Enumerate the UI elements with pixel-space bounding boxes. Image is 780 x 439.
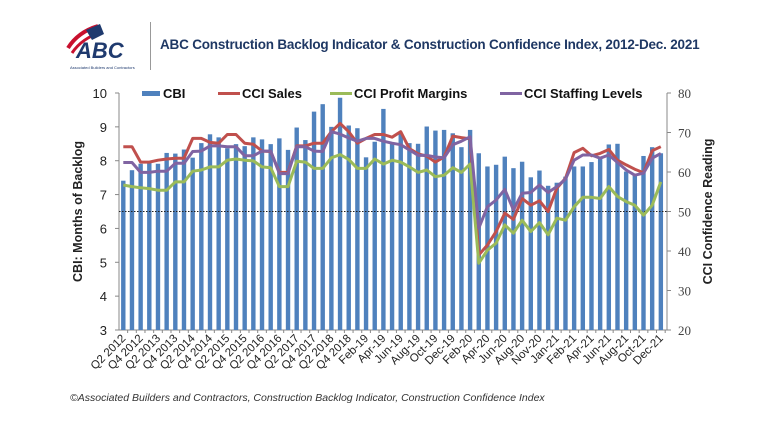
cbi-bar bbox=[129, 170, 135, 330]
cbi-bar bbox=[294, 127, 299, 330]
page-title: ABC Construction Backlog Indicator & Con… bbox=[160, 37, 700, 52]
logo-text: ABC bbox=[75, 38, 125, 63]
logo-subtext: Associated Builders and Contractors bbox=[70, 65, 135, 70]
cbi-bar bbox=[450, 133, 455, 330]
cbi-bar bbox=[580, 166, 586, 330]
cci-sales-line bbox=[123, 121, 662, 257]
left-tick-label: 4 bbox=[100, 289, 107, 304]
abc-logo: ABC Associated Builders and Contractors bbox=[66, 24, 135, 70]
cbi-bar bbox=[649, 147, 655, 330]
left-tick-label: 5 bbox=[100, 255, 107, 270]
cci-profit-margins-line bbox=[123, 153, 663, 265]
cbi-bar bbox=[363, 157, 369, 330]
cbi-bar bbox=[303, 140, 308, 330]
left-tick-label: 10 bbox=[93, 86, 107, 101]
cbi-bar bbox=[502, 156, 507, 330]
cbi-bar bbox=[346, 125, 351, 330]
cci-staffing-levels-line bbox=[123, 130, 662, 230]
cbi-bar bbox=[467, 129, 473, 330]
legend-label: CCI Profit Margins bbox=[354, 86, 467, 101]
cbi-bar bbox=[164, 152, 169, 330]
cbi-bar bbox=[398, 133, 403, 330]
cbi-bar bbox=[589, 162, 594, 330]
cbi-bar bbox=[233, 144, 239, 330]
cbi-bar bbox=[225, 148, 230, 330]
cbi-bar bbox=[415, 143, 421, 330]
cbi-bar bbox=[181, 149, 187, 330]
left-tick-label: 8 bbox=[100, 154, 107, 169]
cbi-bar bbox=[355, 128, 360, 330]
cbi-bar bbox=[337, 97, 343, 331]
cbi-bar bbox=[242, 146, 247, 330]
cbi-bar bbox=[251, 137, 256, 330]
cbi-bar bbox=[381, 108, 386, 330]
right-tick-label: 70 bbox=[678, 126, 691, 141]
cbi-bar bbox=[121, 180, 126, 330]
left-tick-label: 6 bbox=[100, 221, 107, 236]
cbi-bar bbox=[311, 111, 317, 330]
right-tick-label: 30 bbox=[678, 284, 691, 299]
cbi-bar bbox=[658, 153, 664, 330]
cbi-bar bbox=[320, 104, 325, 331]
left-axis-title: CBI: Months of Backlog bbox=[71, 141, 85, 282]
legend-swatch-cbi bbox=[142, 91, 160, 96]
cbi-bar bbox=[407, 143, 412, 330]
cbi-bar bbox=[554, 182, 559, 330]
cbi-bar bbox=[329, 126, 334, 330]
cbi-bar bbox=[545, 185, 551, 330]
left-tick-label: 9 bbox=[100, 120, 107, 135]
cbi-bar bbox=[623, 171, 629, 330]
cbi-bar bbox=[459, 147, 464, 330]
cbi-bar bbox=[615, 143, 620, 330]
cbi-bar bbox=[571, 166, 577, 330]
cbi-bar bbox=[216, 137, 221, 330]
cbi-bar bbox=[173, 153, 178, 330]
left-tick-label: 7 bbox=[100, 188, 107, 203]
right-tick-label: 40 bbox=[678, 244, 691, 259]
right-axis-title: CCI Confidence Reading bbox=[701, 139, 715, 285]
legend-label: CCI Staffing Levels bbox=[524, 86, 642, 101]
cbi-bar bbox=[537, 170, 542, 330]
cbi-bar bbox=[259, 139, 265, 330]
cbi-bar bbox=[441, 129, 447, 330]
cbi-bar bbox=[606, 144, 612, 330]
cbi-bar bbox=[519, 161, 525, 330]
cbi-bar bbox=[424, 126, 429, 330]
right-tick-label: 50 bbox=[678, 205, 691, 220]
cbi-bar bbox=[147, 162, 152, 330]
cbi-bar bbox=[190, 157, 195, 330]
cbi-bar bbox=[597, 157, 603, 330]
cbi-bar bbox=[285, 149, 291, 330]
flag-stripes-icon bbox=[66, 24, 104, 54]
right-tick-label: 20 bbox=[678, 323, 691, 338]
cbi-bar bbox=[433, 130, 438, 330]
cbi-bar bbox=[511, 168, 516, 330]
cbi-bar bbox=[528, 177, 533, 330]
cbi-bar bbox=[372, 141, 377, 330]
cbi-bar bbox=[207, 134, 213, 330]
header-divider bbox=[150, 22, 151, 70]
legend-label: CCI Sales bbox=[242, 86, 302, 101]
cbi-bar bbox=[641, 155, 646, 330]
cbi-bar bbox=[632, 174, 638, 330]
cbi-bar bbox=[199, 143, 204, 330]
cbi-bar bbox=[155, 163, 161, 330]
right-tick-label: 80 bbox=[678, 86, 691, 101]
legend-label: CBI bbox=[163, 86, 185, 101]
cbi-bar bbox=[268, 144, 273, 330]
cbi-bar bbox=[277, 138, 282, 330]
left-tick-label: 3 bbox=[100, 323, 107, 338]
cbi-bar bbox=[493, 164, 499, 330]
right-tick-label: 60 bbox=[678, 165, 691, 180]
cbi-bar bbox=[563, 176, 568, 330]
cbi-bar bbox=[389, 143, 395, 330]
cbi-bar bbox=[138, 163, 143, 330]
source-note: ©Associated Builders and Contractors, Co… bbox=[70, 392, 545, 404]
